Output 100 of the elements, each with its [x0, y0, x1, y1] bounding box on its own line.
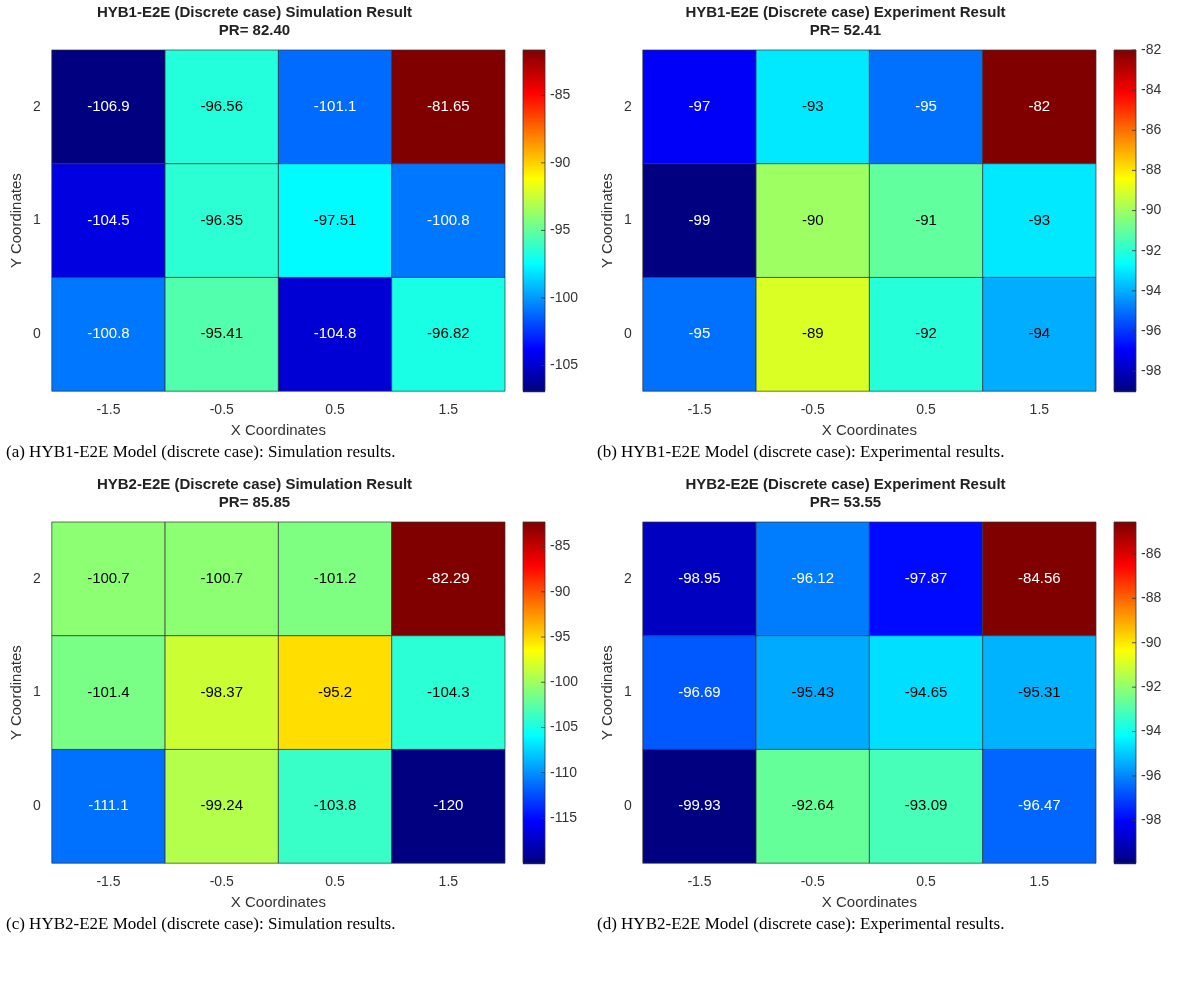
data-label: -100.7	[87, 569, 130, 587]
x-tick-label: 0.5	[916, 873, 936, 890]
x-axis-title: X Coordinates	[821, 893, 917, 911]
data-label: -94.65	[904, 682, 948, 700]
y-tick-label: 1	[32, 211, 41, 228]
y-tick-label: 2	[623, 569, 632, 586]
x-tick-label: -1.5	[687, 873, 712, 890]
color-bar-label: -98	[1141, 361, 1162, 378]
data-label: -93	[1028, 210, 1051, 228]
y-tick-label: 1	[623, 211, 632, 228]
data-label: -98.95	[678, 569, 721, 587]
data-label: -95	[915, 97, 937, 115]
x-tick-label: -0.5	[209, 873, 235, 890]
chart-title: HYB1-E2E (Discrete case) Simulation Result	[96, 3, 413, 21]
x-tick-label: -1.5	[96, 873, 121, 890]
x-tick-label: -0.5	[209, 401, 235, 418]
data-label: -103.8	[313, 796, 357, 814]
x-tick-label: 1.5	[438, 401, 459, 418]
color-bar-label: -95	[550, 221, 571, 238]
data-label: -96.12	[791, 569, 835, 587]
data-label: -93.09	[904, 796, 948, 814]
y-tick-label: 2	[623, 97, 632, 114]
x-tick-label: 0.5	[916, 401, 936, 418]
chart-title: HYB2-E2E (Discrete case) Experiment Result	[685, 475, 1006, 493]
text: (a) HYB1-E2E Model (discrete case): Simulation results.	[6, 442, 396, 462]
x-tick-label: 0.5	[325, 401, 345, 418]
data-label: -89	[801, 324, 824, 342]
color-bar-label: -94	[1141, 281, 1162, 298]
y-tick-label: 0	[623, 797, 632, 814]
chart-title: HYB2-E2E (Discrete case) Simulation Result	[96, 475, 413, 493]
data-label: -97.87	[904, 569, 948, 587]
y-tick-label: 1	[32, 683, 41, 700]
data-label: -100.8	[427, 210, 470, 228]
data-label: -82.29	[427, 569, 470, 587]
data-label: -90	[801, 210, 824, 228]
color-bar-label: -86	[1141, 544, 1162, 561]
color-bar-label: -100	[550, 288, 579, 305]
data-label: -81.65	[427, 97, 470, 115]
x-tick-label: -0.5	[800, 873, 826, 890]
color-bar-label: -98	[1141, 811, 1162, 828]
data-label: -95.31	[1018, 682, 1061, 700]
color-bar-label: -115	[550, 808, 578, 825]
x-tick-label: 1.5	[1029, 873, 1050, 890]
data-label: -104.5	[87, 210, 130, 228]
data-label: -104.8	[313, 324, 357, 342]
color-bar-label: -96	[1141, 321, 1162, 338]
color-bar-label: -85	[550, 86, 571, 103]
color-bar-label: -105	[550, 718, 579, 735]
x-tick-label: 1.5	[1029, 401, 1050, 418]
data-label: -92.64	[791, 796, 835, 814]
color-bar-label: -110	[550, 763, 578, 780]
color-bar-label: -90	[1141, 633, 1162, 650]
color-bar-label: -82	[1141, 40, 1162, 57]
chart-subtitle: PR= 53.55	[809, 493, 882, 511]
text: (d) HYB2-E2E Model (discrete case): Experimental results.	[597, 914, 1005, 934]
data-label: -99.93	[678, 796, 721, 814]
data-label: -99	[688, 210, 711, 228]
color-bar-label: -90	[550, 153, 571, 170]
data-label: -91	[915, 210, 937, 228]
color-bar-label: -85	[550, 537, 571, 554]
y-tick-label: 0	[32, 325, 41, 342]
x-axis-title: X Coordinates	[230, 893, 326, 911]
text: (c) HYB2-E2E Model (discrete case): Simulation results.	[6, 914, 396, 934]
data-label: -100.7	[200, 569, 244, 587]
data-label: -101.1	[313, 97, 357, 115]
chart-subtitle: PR= 85.85	[218, 493, 291, 511]
data-label: -106.9	[87, 97, 130, 115]
data-label: -101.2	[313, 569, 357, 587]
y-tick-label: 2	[32, 569, 41, 586]
data-label: -95	[688, 324, 711, 342]
color-bar-label: -96	[1141, 766, 1162, 783]
y-axis-title: Y Coordinates	[598, 645, 616, 740]
data-label: -96.56	[200, 97, 244, 115]
x-axis-title: X Coordinates	[230, 421, 326, 439]
y-tick-label: 2	[32, 97, 41, 114]
data-label: -96.35	[200, 210, 244, 228]
color-bar-label: -94	[1141, 722, 1162, 739]
data-label: -97.51	[313, 210, 357, 228]
data-label: -94	[1028, 324, 1051, 342]
data-label: -98.37	[200, 682, 244, 700]
color-bar-label: -90	[1141, 201, 1162, 218]
data-label: -99.24	[200, 796, 244, 814]
y-axis-title: Y Coordinates	[598, 173, 616, 268]
data-label: -96.69	[678, 682, 721, 700]
chart-title: HYB1-E2E (Discrete case) Experiment Result	[685, 3, 1006, 21]
chart-subtitle: PR= 52.41	[809, 21, 882, 39]
y-axis-title: Y Coordinates	[7, 645, 25, 740]
data-label: -84.56	[1018, 569, 1061, 587]
data-label: -92	[915, 324, 937, 342]
color-bar-label: -88	[1141, 161, 1162, 178]
data-label: -111.1	[88, 796, 129, 814]
data-label: -100.8	[87, 324, 130, 342]
color-bar-label: -100	[550, 673, 579, 690]
color-bar-label: -92	[1141, 241, 1162, 258]
data-label: -96.47	[1018, 796, 1061, 814]
data-label: -95.41	[200, 324, 244, 342]
color-bar-label: -88	[1141, 589, 1162, 606]
data-label: -97	[688, 97, 711, 115]
data-label: -104.3	[427, 682, 470, 700]
x-tick-label: -1.5	[96, 401, 121, 418]
